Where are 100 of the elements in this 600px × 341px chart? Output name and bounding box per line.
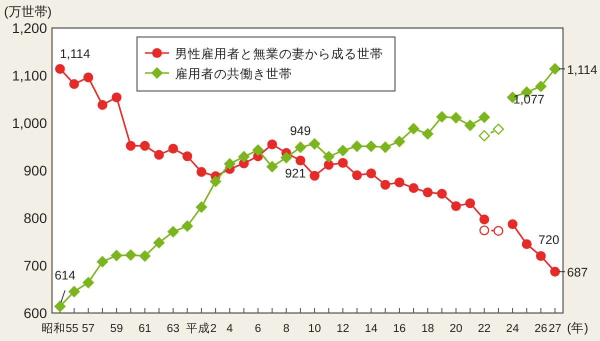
- point: [380, 180, 390, 190]
- point: [422, 128, 434, 140]
- point: [55, 64, 65, 74]
- point: [436, 111, 448, 122]
- point: [310, 170, 320, 181]
- point: [82, 277, 94, 288]
- point: [266, 161, 278, 172]
- x-tick-label: 12: [336, 323, 350, 335]
- x-tick-label: 57: [82, 323, 95, 335]
- y-tick-label: 700: [24, 258, 48, 274]
- x-tick-label: 14: [364, 323, 378, 335]
- point: [338, 158, 348, 168]
- point: [83, 72, 94, 82]
- point: [267, 139, 278, 150]
- y-tick-label: 800: [24, 210, 48, 226]
- x-tick-label: 18: [421, 323, 434, 335]
- annotation: 949: [290, 124, 311, 138]
- x-tick-label: 8: [283, 323, 290, 335]
- x-tick-label: 10: [308, 323, 321, 335]
- point: [478, 112, 490, 123]
- point: [535, 80, 546, 92]
- annotation: 1,077: [513, 92, 545, 106]
- point: [168, 226, 179, 238]
- y-tick-label: 1,000: [12, 115, 48, 131]
- annotation: 1,114: [567, 62, 598, 77]
- y-tick-label: 1,200: [12, 20, 48, 36]
- point: [522, 239, 532, 250]
- point: [366, 140, 377, 152]
- point: [508, 219, 518, 230]
- x-tick-label: 20: [450, 323, 462, 335]
- x-tick-label: 27: [548, 323, 562, 335]
- point: [296, 156, 306, 166]
- point: [536, 251, 546, 261]
- y-axis-title: (万世帯): [4, 4, 52, 19]
- point: [478, 130, 490, 142]
- point: [323, 151, 334, 162]
- y-tick-label: 900: [24, 162, 48, 178]
- annotation: 921: [285, 166, 306, 181]
- point: [196, 201, 208, 213]
- point: [464, 120, 476, 131]
- annotation: 1,114: [60, 46, 90, 61]
- point: [324, 160, 334, 170]
- point: [422, 187, 433, 198]
- point: [451, 201, 461, 212]
- point: [352, 170, 362, 180]
- x-tick-label: 61: [138, 323, 152, 335]
- point: [69, 79, 80, 89]
- point: [224, 158, 236, 170]
- point: [394, 177, 404, 188]
- point: [436, 188, 447, 199]
- point: [337, 144, 348, 156]
- point: [280, 152, 292, 164]
- point: [494, 226, 504, 236]
- y-tick-label: 600: [24, 305, 48, 321]
- point: [139, 250, 150, 262]
- x-tick-label: 4: [226, 323, 234, 335]
- x-tick-label: 24: [506, 323, 520, 335]
- point: [54, 300, 66, 312]
- point: [380, 142, 391, 153]
- annotation: 720: [538, 233, 560, 247]
- point: [140, 140, 150, 151]
- x-tick-label: 6: [254, 323, 262, 335]
- point: [366, 168, 376, 178]
- point: [252, 144, 264, 156]
- point: [294, 142, 306, 153]
- x-tick-label: 63: [166, 323, 180, 335]
- point: [112, 92, 122, 102]
- point: [210, 176, 222, 188]
- x-tick-label: 平成2: [186, 322, 217, 335]
- x-tick-label: 16: [393, 323, 406, 335]
- point: [153, 237, 165, 248]
- point: [408, 123, 420, 134]
- annotation: 687: [567, 266, 588, 280]
- point: [492, 124, 504, 135]
- point: [68, 286, 80, 298]
- point: [479, 214, 490, 224]
- point: [479, 225, 490, 236]
- point: [408, 183, 418, 193]
- y-tick-label: 1,100: [12, 68, 48, 84]
- x-tick-label: 59: [110, 323, 123, 335]
- x-axis-title: (年): [567, 321, 588, 335]
- point: [154, 150, 164, 160]
- point: [308, 138, 320, 150]
- point: [110, 250, 122, 262]
- point: [98, 100, 108, 110]
- point: [182, 220, 193, 232]
- point: [238, 151, 250, 162]
- point: [168, 144, 178, 154]
- point: [465, 198, 476, 208]
- x-tick-label: 22: [478, 323, 491, 335]
- point: [351, 140, 363, 152]
- point: [125, 249, 136, 261]
- point: [182, 151, 192, 162]
- point: [550, 266, 560, 277]
- x-tick-label: 26: [534, 323, 548, 335]
- legend-label: 男性雇用者と無業の妻から成る世帯: [175, 46, 383, 61]
- point: [549, 63, 561, 74]
- point: [450, 112, 462, 124]
- annotation: 614: [54, 268, 76, 282]
- point: [394, 136, 406, 148]
